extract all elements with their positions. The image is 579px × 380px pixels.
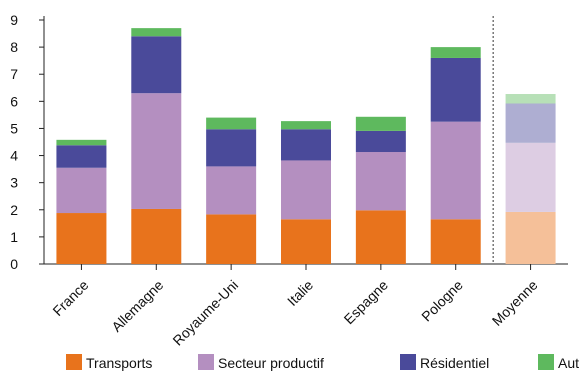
bar-moyenne-transports <box>505 211 556 264</box>
y-tick-label-7: 7 <box>10 66 18 82</box>
x-tick-label-france: France <box>49 277 91 319</box>
legend-label-residentiel: Résidentiel <box>420 355 489 371</box>
y-tick-label-9: 9 <box>10 12 18 28</box>
bar-pologne-transports <box>430 219 481 264</box>
bar-moyenne-autres <box>505 94 556 104</box>
bar-royaume-uni-transports <box>206 214 257 264</box>
bar-allemagne-residentiel <box>131 36 182 94</box>
legend-label-autres: Autres <box>558 355 579 371</box>
bar-italie-transports <box>281 219 331 264</box>
x-tick-label-allemagne: Allemagne <box>108 277 166 335</box>
bar-france-autres <box>56 139 107 146</box>
y-tick-label-8: 8 <box>10 39 18 55</box>
y-tick-label-0: 0 <box>10 256 18 272</box>
bar-espagne-autres <box>355 116 406 131</box>
bar-espagne-transports <box>355 210 406 264</box>
bar-allemagne-autres <box>131 28 182 37</box>
bar-italie-residentiel <box>281 129 331 161</box>
bar-allemagne-secteur-productif <box>131 93 182 209</box>
x-tick-label-royaume-uni: Royaume-Uni <box>169 277 241 349</box>
bar-royaume-uni-secteur-productif <box>206 166 257 215</box>
x-tick-label-moyenne: Moyenne <box>489 277 541 329</box>
bar-pologne-autres <box>430 47 481 58</box>
bar-pologne-secteur-productif <box>430 121 481 220</box>
bar-espagne-secteur-productif <box>355 152 406 211</box>
bar-moyenne-residentiel <box>505 103 556 143</box>
bar-france-residentiel <box>56 145 107 168</box>
bar-france-secteur-productif <box>56 167 107 214</box>
legend-swatch-autres <box>538 354 554 370</box>
y-tick-label-4: 4 <box>10 148 18 164</box>
y-tick-label-1: 1 <box>10 229 18 245</box>
x-tick-label-pologne: Pologne <box>418 277 466 325</box>
legend-swatch-transports <box>66 354 82 370</box>
x-tick-label-espagne: Espagne <box>341 277 392 328</box>
bar-italie-autres <box>281 121 331 130</box>
legend-swatch-residentiel <box>400 354 416 370</box>
bar-allemagne-transports <box>131 208 182 264</box>
y-tick-label-6: 6 <box>10 93 18 109</box>
legend-label-secteur-productif: Secteur productif <box>218 355 324 371</box>
bar-france-transports <box>56 213 107 264</box>
bar-pologne-residentiel <box>430 57 481 122</box>
bar-moyenne-secteur-productif <box>505 142 556 212</box>
bar-espagne-residentiel <box>355 130 406 153</box>
y-tick-label-2: 2 <box>10 202 18 218</box>
bar-royaume-uni-autres <box>206 117 257 130</box>
y-tick-label-5: 5 <box>10 120 18 136</box>
bar-italie-secteur-productif <box>281 160 331 220</box>
bar-royaume-uni-residentiel <box>206 129 257 167</box>
legend-label-transports: Transports <box>86 355 152 371</box>
y-tick-label-3: 3 <box>10 175 18 191</box>
x-tick-label-italie: Italie <box>284 277 316 309</box>
legend-swatch-secteur-productif <box>198 354 214 370</box>
